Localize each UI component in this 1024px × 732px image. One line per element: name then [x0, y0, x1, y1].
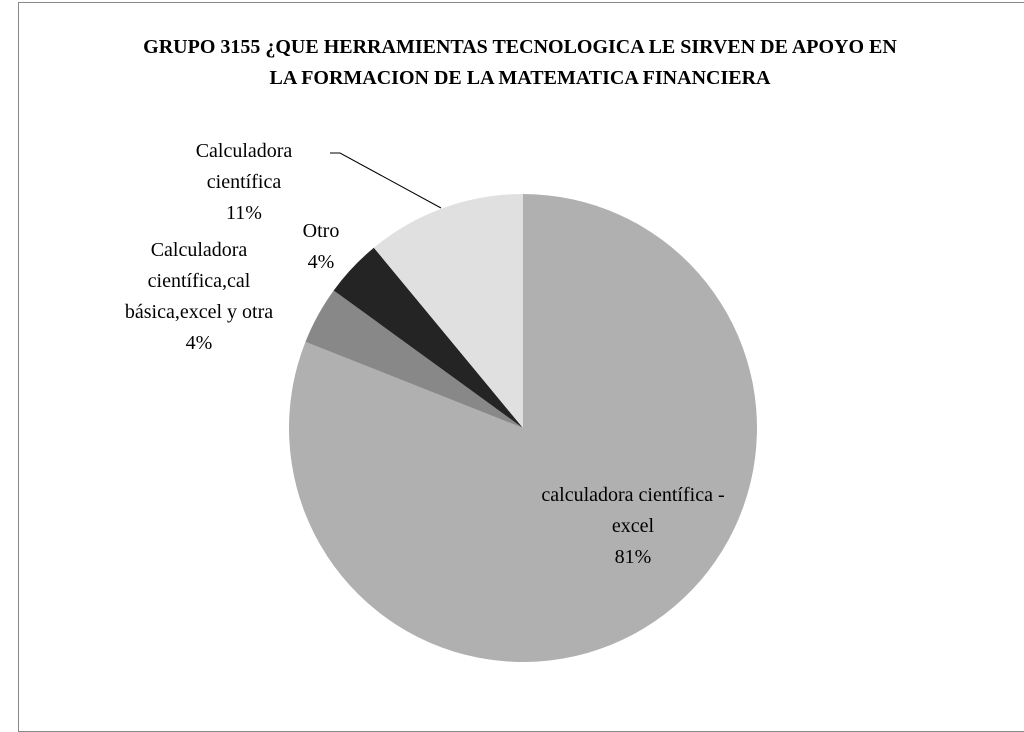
chart-title: GRUPO 3155 ¿QUE HERRAMIENTAS TECNOLOGICA… — [143, 36, 897, 89]
pie-slice — [305, 290, 523, 428]
slice-name: Calculadora científica,cal básica,excel … — [124, 239, 274, 323]
slice-label: Calculadora científica,cal básica,excel … — [124, 235, 274, 359]
slice-value: 4% — [185, 332, 213, 354]
pie-slice — [333, 247, 523, 428]
slice-value: 4% — [307, 251, 335, 273]
slice-label: Calculadora científica 11% — [179, 136, 309, 229]
pie-slice — [289, 194, 758, 662]
leader-line — [330, 152, 442, 209]
pie-slice — [373, 194, 523, 428]
slice-name: calculadora científica - excel — [541, 484, 725, 537]
slice-value: 11% — [226, 202, 262, 224]
slice-label: Otro 4% — [286, 216, 356, 278]
slice-value: 81% — [614, 546, 652, 568]
slice-name: Calculadora científica — [195, 140, 293, 193]
slice-label: calculadora científica - excel 81% — [533, 480, 733, 573]
slice-name: Otro — [302, 220, 340, 242]
